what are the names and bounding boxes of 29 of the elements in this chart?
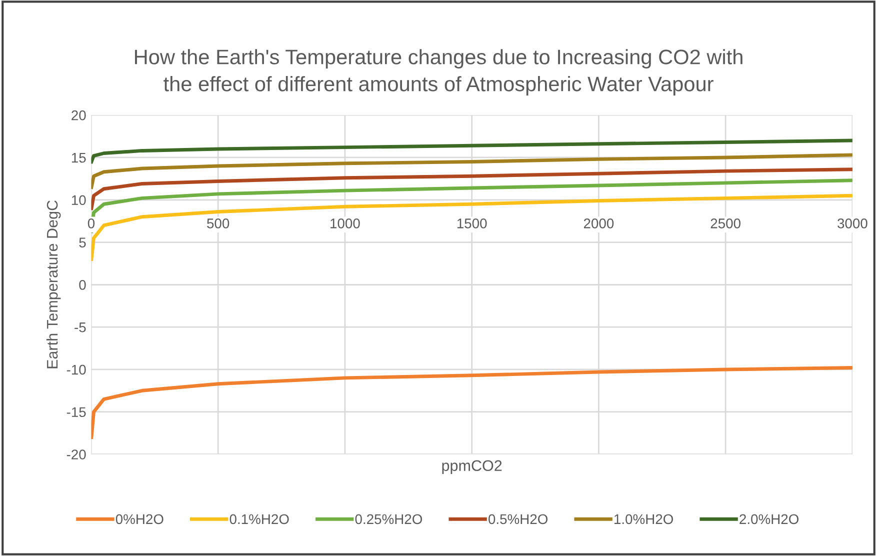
legend-label: 0.1%H2O — [230, 514, 289, 524]
line-series — [91, 153, 852, 189]
y-tick-label: -5 — [74, 322, 86, 332]
legend-label: 1.0%H2O — [614, 514, 673, 524]
y-tick-label: 0 — [79, 280, 86, 290]
x-tick-label: 3000 — [838, 218, 868, 228]
y-tick-label: -15 — [66, 407, 86, 418]
x-tick-label: 2000 — [584, 218, 614, 228]
y-tick-label: -20 — [66, 450, 86, 460]
chart-title: How the Earth's Temperature changes due to Increasing CO2 with the effect of different amounts of Atmospheric Water Vapour — [135, 49, 742, 96]
y-axis-title: Earth Temperature DegC — [46, 200, 61, 368]
x-tick-label: 1000 — [330, 218, 360, 228]
y-tick-label: 15 — [72, 152, 86, 163]
x-tick-label: 2500 — [710, 218, 740, 228]
line-series — [91, 366, 852, 440]
x-tick-label: 500 — [207, 218, 230, 228]
y-tick-label: 20 — [72, 110, 86, 120]
y-tick-label: 5 — [79, 238, 86, 248]
line-series — [91, 168, 852, 210]
legend-label: 0%H2O — [116, 514, 164, 524]
x-axis-title: ppmCO2 — [442, 460, 502, 474]
y-tick-label: -10 — [66, 364, 86, 375]
legend-label: 0.5%H2O — [488, 514, 548, 524]
y-tick-label: 10 — [72, 195, 86, 206]
x-tick-label: 0 — [88, 218, 95, 228]
legend-label: 2.0%H2O — [740, 514, 798, 524]
line-series — [91, 138, 852, 164]
legend-label: 0.25%H2O — [355, 514, 422, 524]
x-tick-label: 1500 — [457, 218, 487, 228]
